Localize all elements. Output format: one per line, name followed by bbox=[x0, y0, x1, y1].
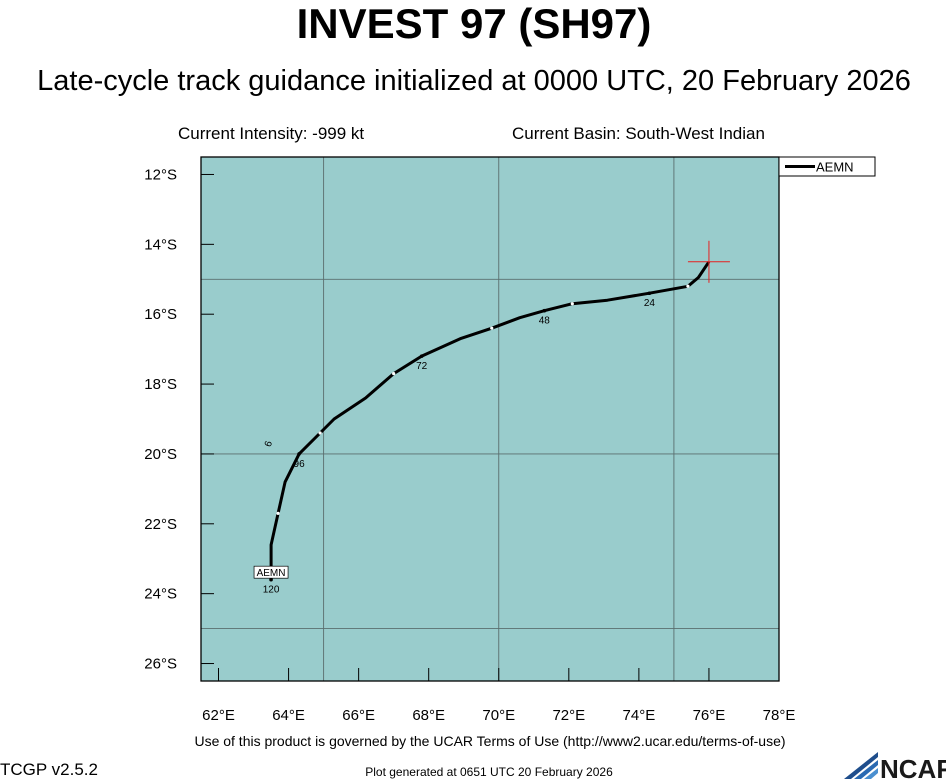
y-tick-label: 26°S bbox=[144, 656, 177, 673]
plot-frame bbox=[200, 156, 780, 682]
x-tick-label: 70°E bbox=[482, 707, 515, 724]
y-tick-label: 24°S bbox=[144, 586, 177, 603]
legend: AEMN bbox=[778, 156, 876, 177]
x-tick-label: 76°E bbox=[693, 707, 726, 724]
track-point-marker bbox=[490, 326, 494, 330]
legend-box bbox=[778, 156, 876, 177]
track-end-label: AEMN bbox=[257, 568, 286, 579]
plot-generated-timestamp: Plot generated at 0651 UTC 20 February 2… bbox=[365, 765, 613, 779]
track-point-marker bbox=[392, 371, 396, 376]
hour-mark-point bbox=[647, 291, 652, 296]
y-tick-label: 12°S bbox=[144, 166, 177, 183]
ncar-logo-text: NCAR bbox=[880, 754, 946, 780]
hour-mark-label: 72 bbox=[416, 361, 428, 372]
axes: 62°E 64°E 66°E 68°E 70°E 72°E 74°E 76°E 78°E 12°S… bbox=[144, 166, 795, 724]
current-intensity: Current Intensity: -999 kt bbox=[178, 124, 365, 143]
hour-mark-label: 120 bbox=[263, 585, 280, 596]
track-point-marker bbox=[318, 431, 322, 435]
hour-mark-point bbox=[542, 308, 547, 313]
x-tick-label: 62°E bbox=[202, 707, 235, 724]
hour-mark-point bbox=[419, 354, 424, 358]
hour-mark-label: 48 bbox=[539, 316, 551, 327]
y-tick-label: 22°S bbox=[144, 516, 177, 533]
legend-label: AEMN bbox=[816, 160, 854, 175]
track-line-group: 24 48 72 96 120 AEMN 6 bbox=[253, 260, 711, 596]
track-point-marker bbox=[570, 302, 574, 306]
hour-mark-point bbox=[269, 577, 273, 582]
version-label: TCGP v2.5.2 bbox=[0, 760, 98, 779]
track-end-label-box bbox=[253, 565, 289, 579]
chart-subtitle: Late-cycle track guidance initialized at… bbox=[37, 65, 911, 97]
x-tick-label: 64°E bbox=[272, 707, 305, 724]
x-tick-label: 78°E bbox=[763, 707, 796, 724]
ocean-background bbox=[201, 157, 779, 681]
hour-mark-label: 24 bbox=[644, 298, 656, 309]
y-tick-label: 18°S bbox=[144, 376, 177, 393]
ncar-logo: NCAR bbox=[844, 752, 946, 780]
terms-of-use: Use of this product is governed by the U… bbox=[194, 733, 786, 749]
y-tick-label: 20°S bbox=[144, 446, 177, 463]
x-tick-label: 72°E bbox=[552, 707, 585, 724]
track-point-marker bbox=[686, 284, 690, 288]
x-tick-label: 66°E bbox=[342, 707, 375, 724]
chart-title: INVEST 97 (SH97) bbox=[296, 0, 652, 47]
y-tick-label: 16°S bbox=[144, 306, 177, 323]
x-tick-label: 74°E bbox=[623, 707, 656, 724]
x-tick-label: 68°E bbox=[412, 707, 445, 724]
y-tick-label: 14°S bbox=[144, 236, 177, 253]
track-point-marker bbox=[276, 511, 280, 515]
ncar-logo-mark bbox=[844, 752, 878, 779]
current-basin: Current Basin: South-West Indian bbox=[512, 124, 765, 143]
hour-mark-label: 96 bbox=[294, 459, 306, 470]
hour-mark-point bbox=[297, 452, 301, 456]
current-position-marker-group bbox=[687, 240, 730, 283]
track-annotation: 6 bbox=[263, 439, 275, 448]
